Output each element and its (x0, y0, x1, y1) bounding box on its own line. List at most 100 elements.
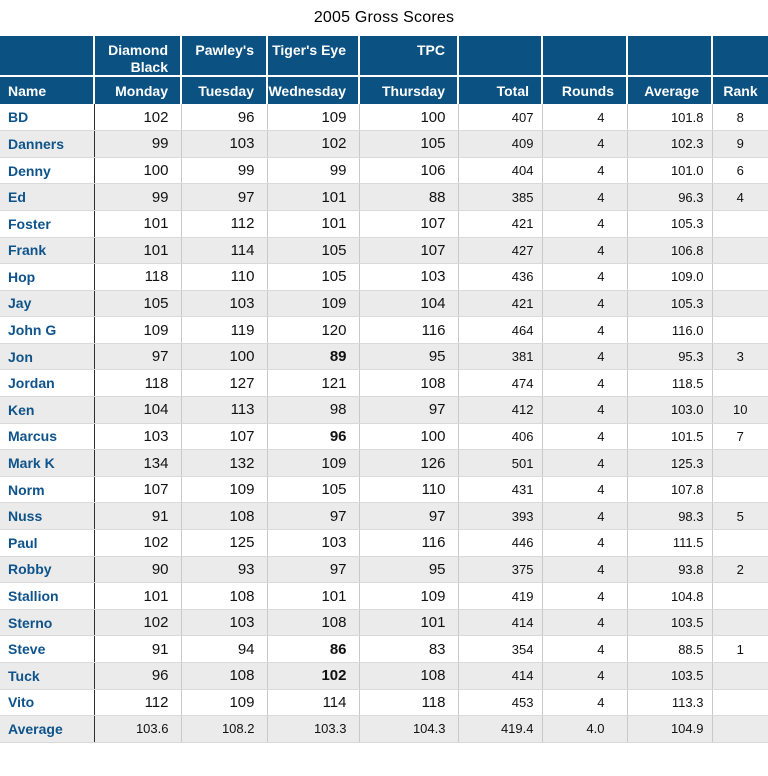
venue-header-blank (0, 36, 95, 78)
tuesday-cell: 96 (181, 104, 268, 132)
average-cell: 88.5 (627, 635, 713, 663)
rank-cell (712, 609, 768, 637)
monday-cell: 90 (94, 556, 182, 584)
table-row: Nuss 91 108 97 97 393 4 98.3 5 (0, 502, 768, 531)
summary-row: Average 103.6 108.2 103.3 104.3 419.4 4.0 104.9 (0, 715, 768, 743)
monday-cell: 99 (94, 183, 182, 211)
rank-cell: 9 (712, 130, 768, 158)
rounds-cell: 4 (542, 476, 628, 504)
tuesday-cell: 108 (181, 662, 268, 690)
total-cell: 414 (458, 609, 543, 637)
rounds-cell: 4 (542, 157, 628, 185)
table-row: Paul 102 125 103 116 446 4 111.5 (0, 529, 768, 557)
total-cell: 407 (458, 104, 543, 132)
rank-cell (712, 369, 768, 398)
thursday-cell: 116 (359, 316, 459, 344)
venue-header-blank (458, 36, 543, 78)
average-cell: 103.5 (627, 662, 713, 690)
wednesday-cell: 97 (267, 502, 360, 531)
wednesday-cell: 108 (267, 609, 360, 637)
average-cell: 95.3 (627, 343, 713, 371)
tuesday-cell: 132 (181, 449, 268, 477)
table-body: BD 102 96 109 100 407 4 101.8 8 Danners 99 103 102 10… (0, 104, 768, 743)
rounds-cell: 4 (542, 290, 628, 318)
total-cell: 421 (458, 210, 543, 238)
column-header-wednesday: Wednesday (267, 76, 360, 105)
thursday-cell: 95 (359, 556, 459, 584)
monday-cell: 102 (94, 529, 182, 557)
average-cell: 111.5 (627, 529, 713, 557)
monday-cell: 96 (94, 662, 182, 690)
total-cell: 421 (458, 290, 543, 318)
tuesday-cell: 93 (181, 556, 268, 584)
rounds-cell: 4 (542, 183, 628, 211)
rank-cell: 7 (712, 423, 768, 451)
monday-cell: 99 (94, 130, 182, 158)
wednesday-cell: 103.3 (267, 715, 360, 743)
wednesday-cell: 96 (267, 423, 360, 451)
rank-cell (712, 263, 768, 291)
rank-cell: 1 (712, 635, 768, 663)
wednesday-cell: 101 (267, 183, 360, 211)
wednesday-cell: 120 (267, 316, 360, 344)
table-row: BD 102 96 109 100 407 4 101.8 8 (0, 104, 768, 132)
total-cell: 393 (458, 502, 543, 531)
monday-cell: 102 (94, 609, 182, 637)
tuesday-cell: 110 (181, 263, 268, 291)
table-row: Ed 99 97 101 88 385 4 96.3 4 (0, 183, 768, 211)
player-name-cell: Paul (0, 529, 95, 557)
table-row: Hop 118 110 105 103 436 4 109.0 (0, 263, 768, 291)
venue-header-diamond-black: Diamond Black (94, 36, 182, 78)
tuesday-cell: 127 (181, 369, 268, 398)
rounds-cell: 4 (542, 635, 628, 663)
table-row: Robby 90 93 97 95 375 4 93.8 2 (0, 556, 768, 584)
thursday-cell: 83 (359, 635, 459, 663)
column-header-average: Average (627, 76, 713, 105)
total-cell: 409 (458, 130, 543, 158)
wednesday-cell: 102 (267, 662, 360, 690)
tuesday-cell: 108.2 (181, 715, 268, 743)
monday-cell: 97 (94, 343, 182, 371)
wednesday-cell: 114 (267, 689, 360, 717)
total-cell: 431 (458, 476, 543, 504)
table-row: Jordan 118 127 121 108 474 4 118.5 (0, 369, 768, 398)
venue-header-pawleys: Pawley's (181, 36, 268, 78)
rounds-cell: 4 (542, 263, 628, 291)
tuesday-cell: 113 (181, 396, 268, 424)
rank-cell (712, 582, 768, 610)
monday-cell: 91 (94, 635, 182, 663)
page-title: 2005 Gross Scores (313, 9, 455, 26)
table-row: Norm 107 109 105 110 431 4 107.8 (0, 476, 768, 504)
rounds-cell: 4 (542, 396, 628, 424)
thursday-cell: 107 (359, 237, 459, 265)
rounds-cell: 4 (542, 502, 628, 531)
monday-cell: 103 (94, 423, 182, 451)
rank-cell: 5 (712, 502, 768, 531)
rank-cell (712, 662, 768, 690)
total-cell: 375 (458, 556, 543, 584)
thursday-cell: 101 (359, 609, 459, 637)
average-cell: 104.8 (627, 582, 713, 610)
wednesday-cell: 109 (267, 449, 360, 477)
thursday-cell: 104.3 (359, 715, 459, 743)
table-header: Diamond Black Pawley's Tiger's Eye TPC N… (0, 36, 768, 105)
average-cell: 105.3 (627, 210, 713, 238)
tuesday-cell: 112 (181, 210, 268, 238)
average-cell: 113.3 (627, 689, 713, 717)
player-name-cell: Hop (0, 263, 95, 291)
rounds-cell: 4 (542, 556, 628, 584)
tuesday-cell: 103 (181, 609, 268, 637)
player-name-cell: Nuss (0, 502, 95, 531)
tuesday-cell: 108 (181, 582, 268, 610)
rank-cell (712, 290, 768, 318)
player-name-cell: Ed (0, 183, 95, 211)
monday-cell: 101 (94, 582, 182, 610)
table-row: Vito 112 109 114 118 453 4 113.3 (0, 689, 768, 717)
tuesday-cell: 99 (181, 157, 268, 185)
monday-cell: 105 (94, 290, 182, 318)
thursday-cell: 106 (359, 157, 459, 185)
venue-header-tigers-eye: Tiger's Eye (267, 36, 360, 78)
monday-cell: 103.6 (94, 715, 182, 743)
average-cell: 101.8 (627, 104, 713, 132)
rank-cell (712, 210, 768, 238)
